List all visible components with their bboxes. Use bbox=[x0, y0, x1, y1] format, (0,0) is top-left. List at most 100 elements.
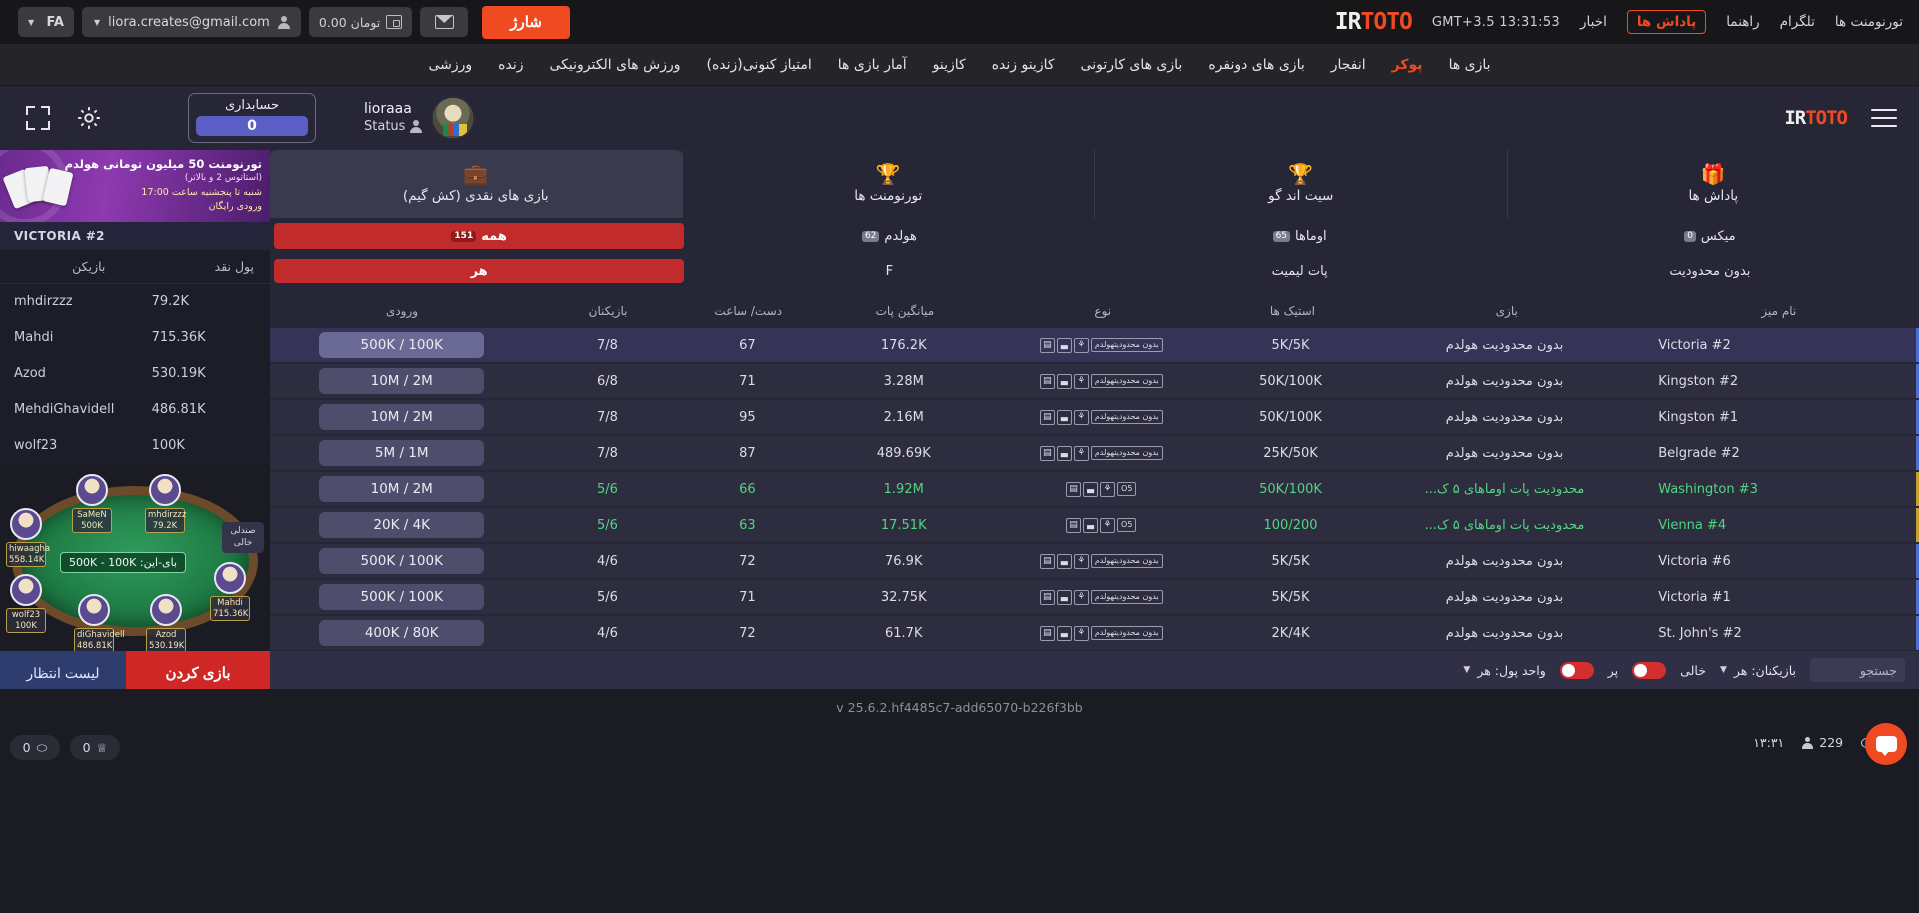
language-selector[interactable]: ▼ FA bbox=[18, 7, 74, 37]
col-header-game[interactable]: بازی bbox=[1495, 304, 1518, 318]
filter-no-limit[interactable]: بدون محدودیت bbox=[1669, 263, 1751, 279]
stats-icon: ▤ bbox=[1066, 481, 1082, 497]
main-panel: 🎁 پاداش ها 🏆 سیت اند گو 🏆 تورنومنت ها 💼 … bbox=[270, 150, 1919, 695]
tab-tournaments[interactable]: 🏆 تورنومنت ها bbox=[681, 150, 1095, 218]
table-icon: ⬭ bbox=[36, 739, 48, 755]
tables-count-badge[interactable]: 0 ⬭ bbox=[10, 735, 60, 760]
site-logo[interactable]: IRTOTO bbox=[1335, 9, 1413, 35]
stats-icon: ▤ bbox=[1039, 373, 1055, 389]
table-row[interactable]: Kingston #2 بدون محدودیت هولدم 50K/100K … bbox=[270, 364, 1919, 398]
play-button[interactable]: بازی کردن bbox=[126, 651, 270, 695]
nav-card-games[interactable]: بازی های کارتونی bbox=[1080, 56, 1183, 73]
seat-name: diGhavidell bbox=[77, 630, 125, 640]
empty-seat-label[interactable]: صندلی خالی bbox=[222, 522, 264, 554]
nav-sports[interactable]: ورزشی bbox=[428, 56, 473, 73]
col-header-players[interactable]: بازیکنان bbox=[588, 304, 628, 318]
table-row[interactable]: Victoria #2 بدون محدودیت هولدم 5K/5K ▤ ▃… bbox=[270, 328, 1919, 362]
list-item[interactable]: 715.36K Mahdi bbox=[0, 320, 270, 356]
table-row[interactable]: Belgrade #2 بدون محدودیت هولدم 25K/50K ▤… bbox=[270, 436, 1919, 470]
table-row[interactable]: Victoria #6 بدون محدودیت هولدم 5K/5K ▤ ▃… bbox=[270, 544, 1919, 578]
client-logo[interactable]: IRTOTO bbox=[1784, 107, 1848, 129]
seat-avatar bbox=[78, 594, 110, 626]
filter-fixed-limit[interactable]: F bbox=[885, 263, 894, 279]
seat-5[interactable]: diGhavidell 486.81K bbox=[74, 594, 125, 654]
nav-two-player-games[interactable]: بازی های دونفره bbox=[1208, 56, 1305, 73]
nav-link-tournaments[interactable]: تورنومنت ها bbox=[1834, 14, 1903, 30]
user-box[interactable]: lioraaa Status bbox=[364, 96, 476, 140]
col-header-buyin[interactable]: ورودی bbox=[385, 304, 419, 318]
accounting-box[interactable]: حسابداری 0 bbox=[188, 93, 316, 143]
seat-3[interactable]: hiwaagha 558.14K bbox=[6, 508, 50, 568]
list-item[interactable]: 486.81K MehdiGhavidell bbox=[0, 392, 270, 428]
players-filter-select[interactable]: بازیکنان: هر ▼ bbox=[1720, 663, 1796, 678]
nav-casino[interactable]: کازینو bbox=[932, 56, 966, 73]
cell-type: ▤ ▃ ⚘ بدون محدودیتهولدم bbox=[994, 445, 1208, 461]
cell-stakes: 5K/5K bbox=[1271, 337, 1310, 353]
nav-esports[interactable]: ورزش های الکترونیکی bbox=[549, 56, 681, 73]
seat-name: mhdirzzz bbox=[148, 510, 187, 520]
cell-type: ▤ ▃ ⚘ O5 bbox=[994, 517, 1208, 533]
nav-live[interactable]: زنده bbox=[498, 56, 524, 73]
settings-gear-icon[interactable] bbox=[76, 105, 102, 131]
table-row[interactable]: Washington #3 محدودیت پات اوماهای ۵ ک...… bbox=[270, 472, 1919, 506]
filter-mixed[interactable]: میکس 0 bbox=[1505, 223, 1915, 249]
balance-display[interactable]: 0.00 تومان bbox=[308, 7, 413, 37]
seat-4[interactable]: wolf23 100K bbox=[6, 574, 46, 634]
nav-crash[interactable]: انفجار bbox=[1330, 56, 1366, 73]
nav-live-scores[interactable]: امتیاز کنونی(زنده) bbox=[706, 56, 812, 73]
charge-button[interactable]: شارژ bbox=[482, 5, 570, 39]
col-header-hands-hour[interactable]: دست/ ساعت bbox=[714, 304, 783, 318]
filter-pot-limit[interactable]: پات لیمیت bbox=[1271, 263, 1328, 279]
person-icon bbox=[409, 120, 422, 134]
currency-filter-select[interactable]: واحد پول: هر ▼ bbox=[1463, 663, 1545, 678]
promo-banner[interactable]: تورنومنت 50 میلیون تومانی هولدم (استاتوس… bbox=[0, 150, 270, 222]
table-row[interactable]: Vienna #4 محدودیت پات اوماهای ۵ ک... 100… bbox=[270, 508, 1919, 542]
limit-type-filters: بدون محدودیت پات لیمیت F هر bbox=[270, 256, 1919, 286]
chat-button[interactable] bbox=[1865, 723, 1907, 765]
table-row[interactable]: Kingston #1 بدون محدودیت هولدم 50K/100K … bbox=[270, 400, 1919, 434]
nav-link-telegram[interactable]: تلگرام bbox=[1779, 14, 1815, 30]
filter-holdem[interactable]: هولدم 62 bbox=[684, 223, 1094, 249]
search-input[interactable] bbox=[1810, 658, 1905, 682]
tournaments-count-badge[interactable]: 0 ♕ bbox=[70, 735, 120, 760]
nav-live-casino[interactable]: کازینو زنده bbox=[991, 56, 1055, 73]
col-header-stakes[interactable]: استیک ها bbox=[1269, 304, 1315, 318]
nav-poker[interactable]: پوکر bbox=[1391, 56, 1423, 73]
fullscreen-icon[interactable] bbox=[26, 106, 50, 130]
filter-all[interactable]: همه 151 bbox=[274, 223, 685, 249]
col-header-name[interactable]: نام میز bbox=[1761, 304, 1797, 318]
messages-button[interactable] bbox=[420, 7, 469, 37]
table-row[interactable]: St. John's #2 بدون محدودیت هولدم 2K/4K ▤… bbox=[270, 616, 1919, 650]
list-item[interactable]: 100K wolf23 bbox=[0, 428, 270, 464]
seat-1[interactable]: SaMeN 500K bbox=[72, 474, 112, 534]
avatar[interactable] bbox=[431, 96, 476, 140]
nav-link-news[interactable]: اخبار bbox=[1580, 14, 1607, 30]
menu-hamburger-icon[interactable] bbox=[1871, 109, 1897, 127]
tab-sit-and-go[interactable]: 🏆 سیت اند گو bbox=[1094, 150, 1507, 218]
stats-icon: ▤ bbox=[1039, 589, 1055, 605]
filter-any-limit[interactable]: هر bbox=[274, 259, 685, 283]
cell-players: 7/8 bbox=[597, 409, 618, 425]
table-preview[interactable]: SaMeN 500K mhdirzzz 79.2K hiwaagha 558.1… bbox=[0, 464, 270, 664]
list-item[interactable]: 530.19K Azod bbox=[0, 356, 270, 392]
seat-6[interactable]: Azod 530.19K bbox=[146, 594, 186, 654]
tab-rewards[interactable]: 🎁 پاداش ها bbox=[1506, 150, 1919, 218]
filter-omaha[interactable]: اوماها 65 bbox=[1095, 223, 1505, 249]
full-toggle[interactable] bbox=[1559, 661, 1594, 679]
nav-games[interactable]: بازی ها bbox=[1448, 56, 1491, 73]
table-row[interactable]: Victoria #1 بدون محدودیت هولدم 5K/5K ▤ ▃… bbox=[270, 580, 1919, 614]
col-header-avg-pot[interactable]: میانگین پات bbox=[875, 304, 935, 318]
empty-toggle[interactable] bbox=[1632, 661, 1667, 679]
seat-7[interactable]: Mahdi 715.36K bbox=[210, 562, 250, 622]
nav-link-help[interactable]: راهنما bbox=[1726, 14, 1760, 30]
nav-game-stats[interactable]: آمار بازی ها bbox=[837, 56, 907, 73]
cell-stakes: 5K/5K bbox=[1271, 589, 1310, 605]
col-header-type[interactable]: نوع bbox=[1094, 304, 1112, 318]
waitlist-button[interactable]: لیست انتظار bbox=[0, 651, 126, 695]
account-selector[interactable]: ▼ liora.creates@gmail.com bbox=[82, 7, 301, 37]
seat-2[interactable]: mhdirzzz 79.2K bbox=[145, 474, 187, 534]
list-item[interactable]: 79.2K mhdirzzz bbox=[0, 284, 270, 320]
cell-type: ▤ ▃ ⚘ بدون محدودیتهولدم bbox=[994, 625, 1208, 641]
nav-link-rewards[interactable]: پاداش ها bbox=[1626, 10, 1707, 34]
tab-cash-games[interactable]: 💼 بازی های نقدی (کش گیم) bbox=[270, 150, 682, 218]
